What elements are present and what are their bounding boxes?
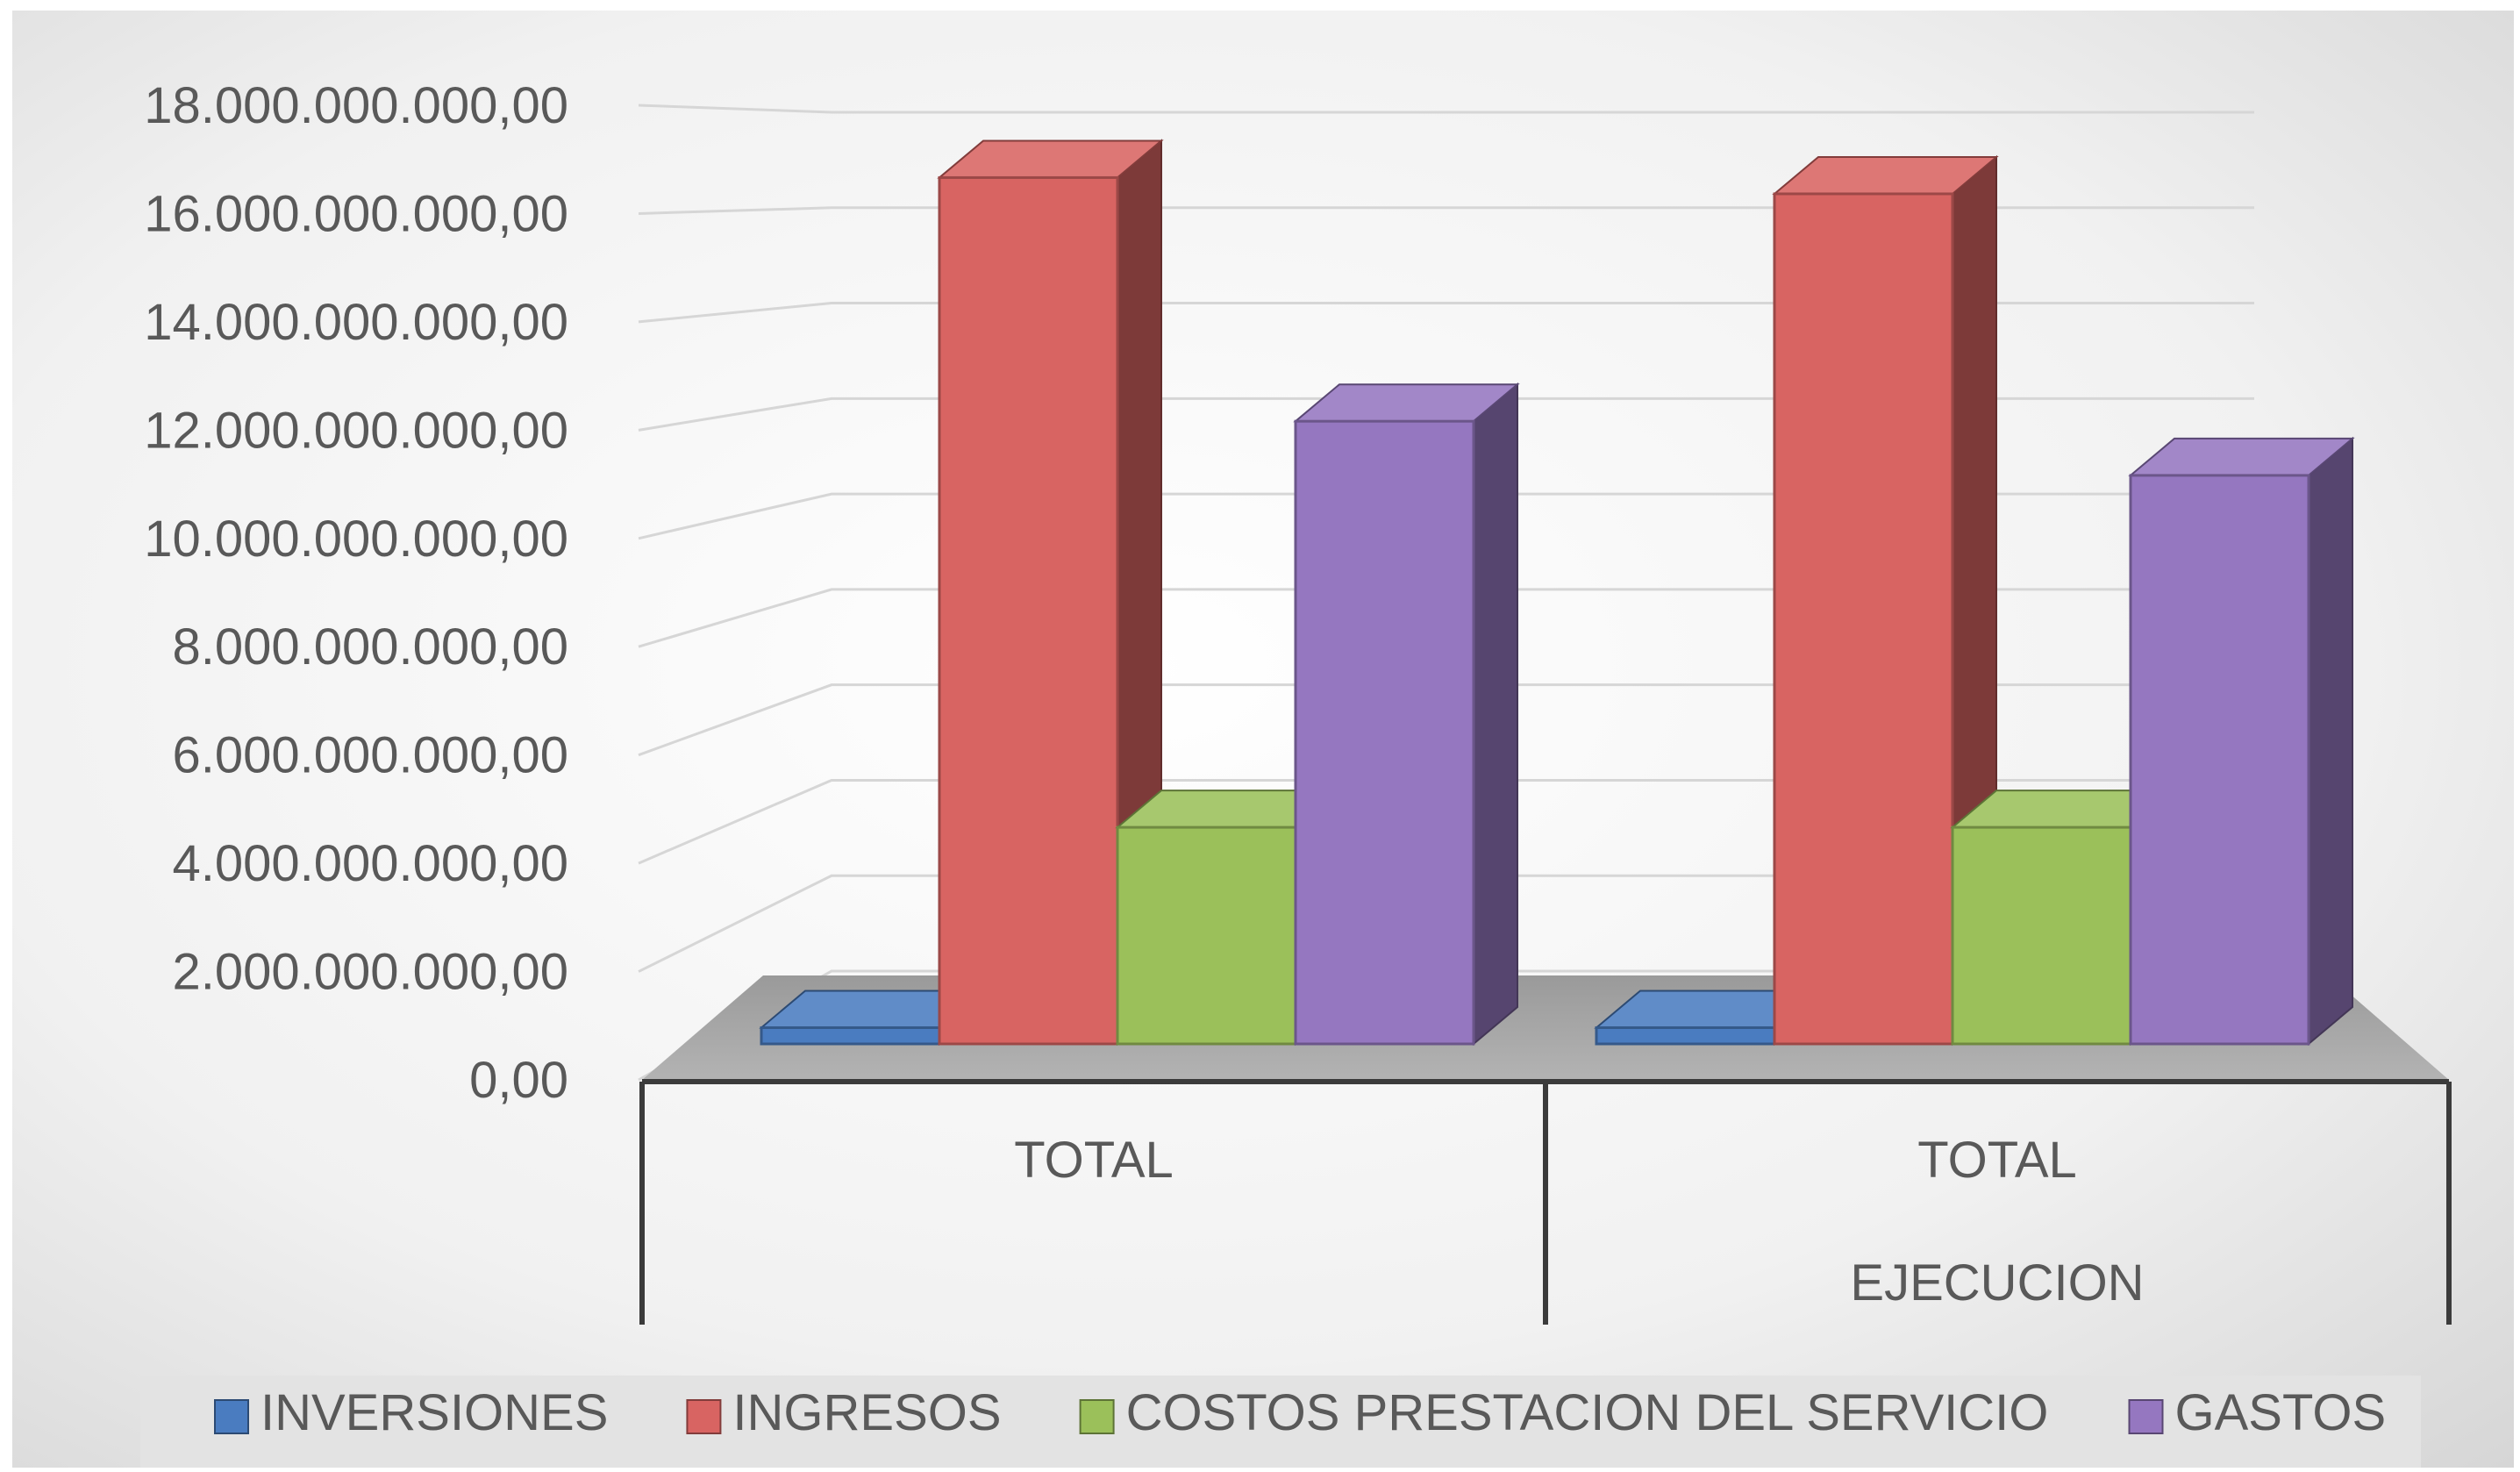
y-tick-label: 0,00 [469,1052,568,1109]
x-category-label: EJECUCION [1850,1254,2144,1311]
y-tick-label: 12.000.000.000,00 [144,402,568,459]
bar [1595,1025,1776,1046]
bar-side [1473,382,1518,1047]
legend-label: COSTOS PRESTACION DEL SERVICIO [1126,1384,2049,1441]
x-category-label: TOTAL [1014,1132,1174,1189]
legend: INVERSIONES INGRESOS COSTOS PRESTACION DEL… [140,1376,2421,1468]
bar [1951,825,2132,1046]
legend-swatch [686,1399,722,1434]
y-tick-label: 6.000.000.000,00 [172,727,568,784]
y-tick-label: 18.000.000.000,00 [144,77,568,134]
legend-label: INVERSIONES [261,1384,608,1441]
y-tick-label: 8.000.000.000,00 [172,618,568,675]
bar [2129,474,2310,1046]
legend-label: GASTOS [2175,1384,2387,1441]
bar [760,1025,941,1046]
bar [1116,825,1297,1046]
legend-label: INGRESOS [732,1384,1001,1441]
legend-swatch [2128,1399,2164,1434]
y-tick-label: 14.000.000.000,00 [144,294,568,351]
bar [1773,192,1954,1046]
bar-side [2308,436,2353,1047]
y-tick-label: 16.000.000.000,00 [144,185,568,242]
y-tick-label: 10.000.000.000,00 [144,511,568,568]
legend-box [140,1376,2421,1468]
bar [1294,419,1475,1046]
x-category-label: TOTAL [1917,1132,2077,1189]
gridline [638,104,2254,114]
legend-swatch [214,1399,249,1434]
chart-background [12,11,2514,1468]
legend-swatch [1079,1399,1115,1434]
axes: 0,00 2.000.000.000,00 4.000.000.000,00 6.00… [144,77,2452,1325]
bars [759,139,2355,1047]
bar [938,175,1119,1046]
y-tick-label: 2.000.000.000,00 [172,944,568,1001]
y-tick-label: 4.000.000.000,00 [172,835,568,892]
